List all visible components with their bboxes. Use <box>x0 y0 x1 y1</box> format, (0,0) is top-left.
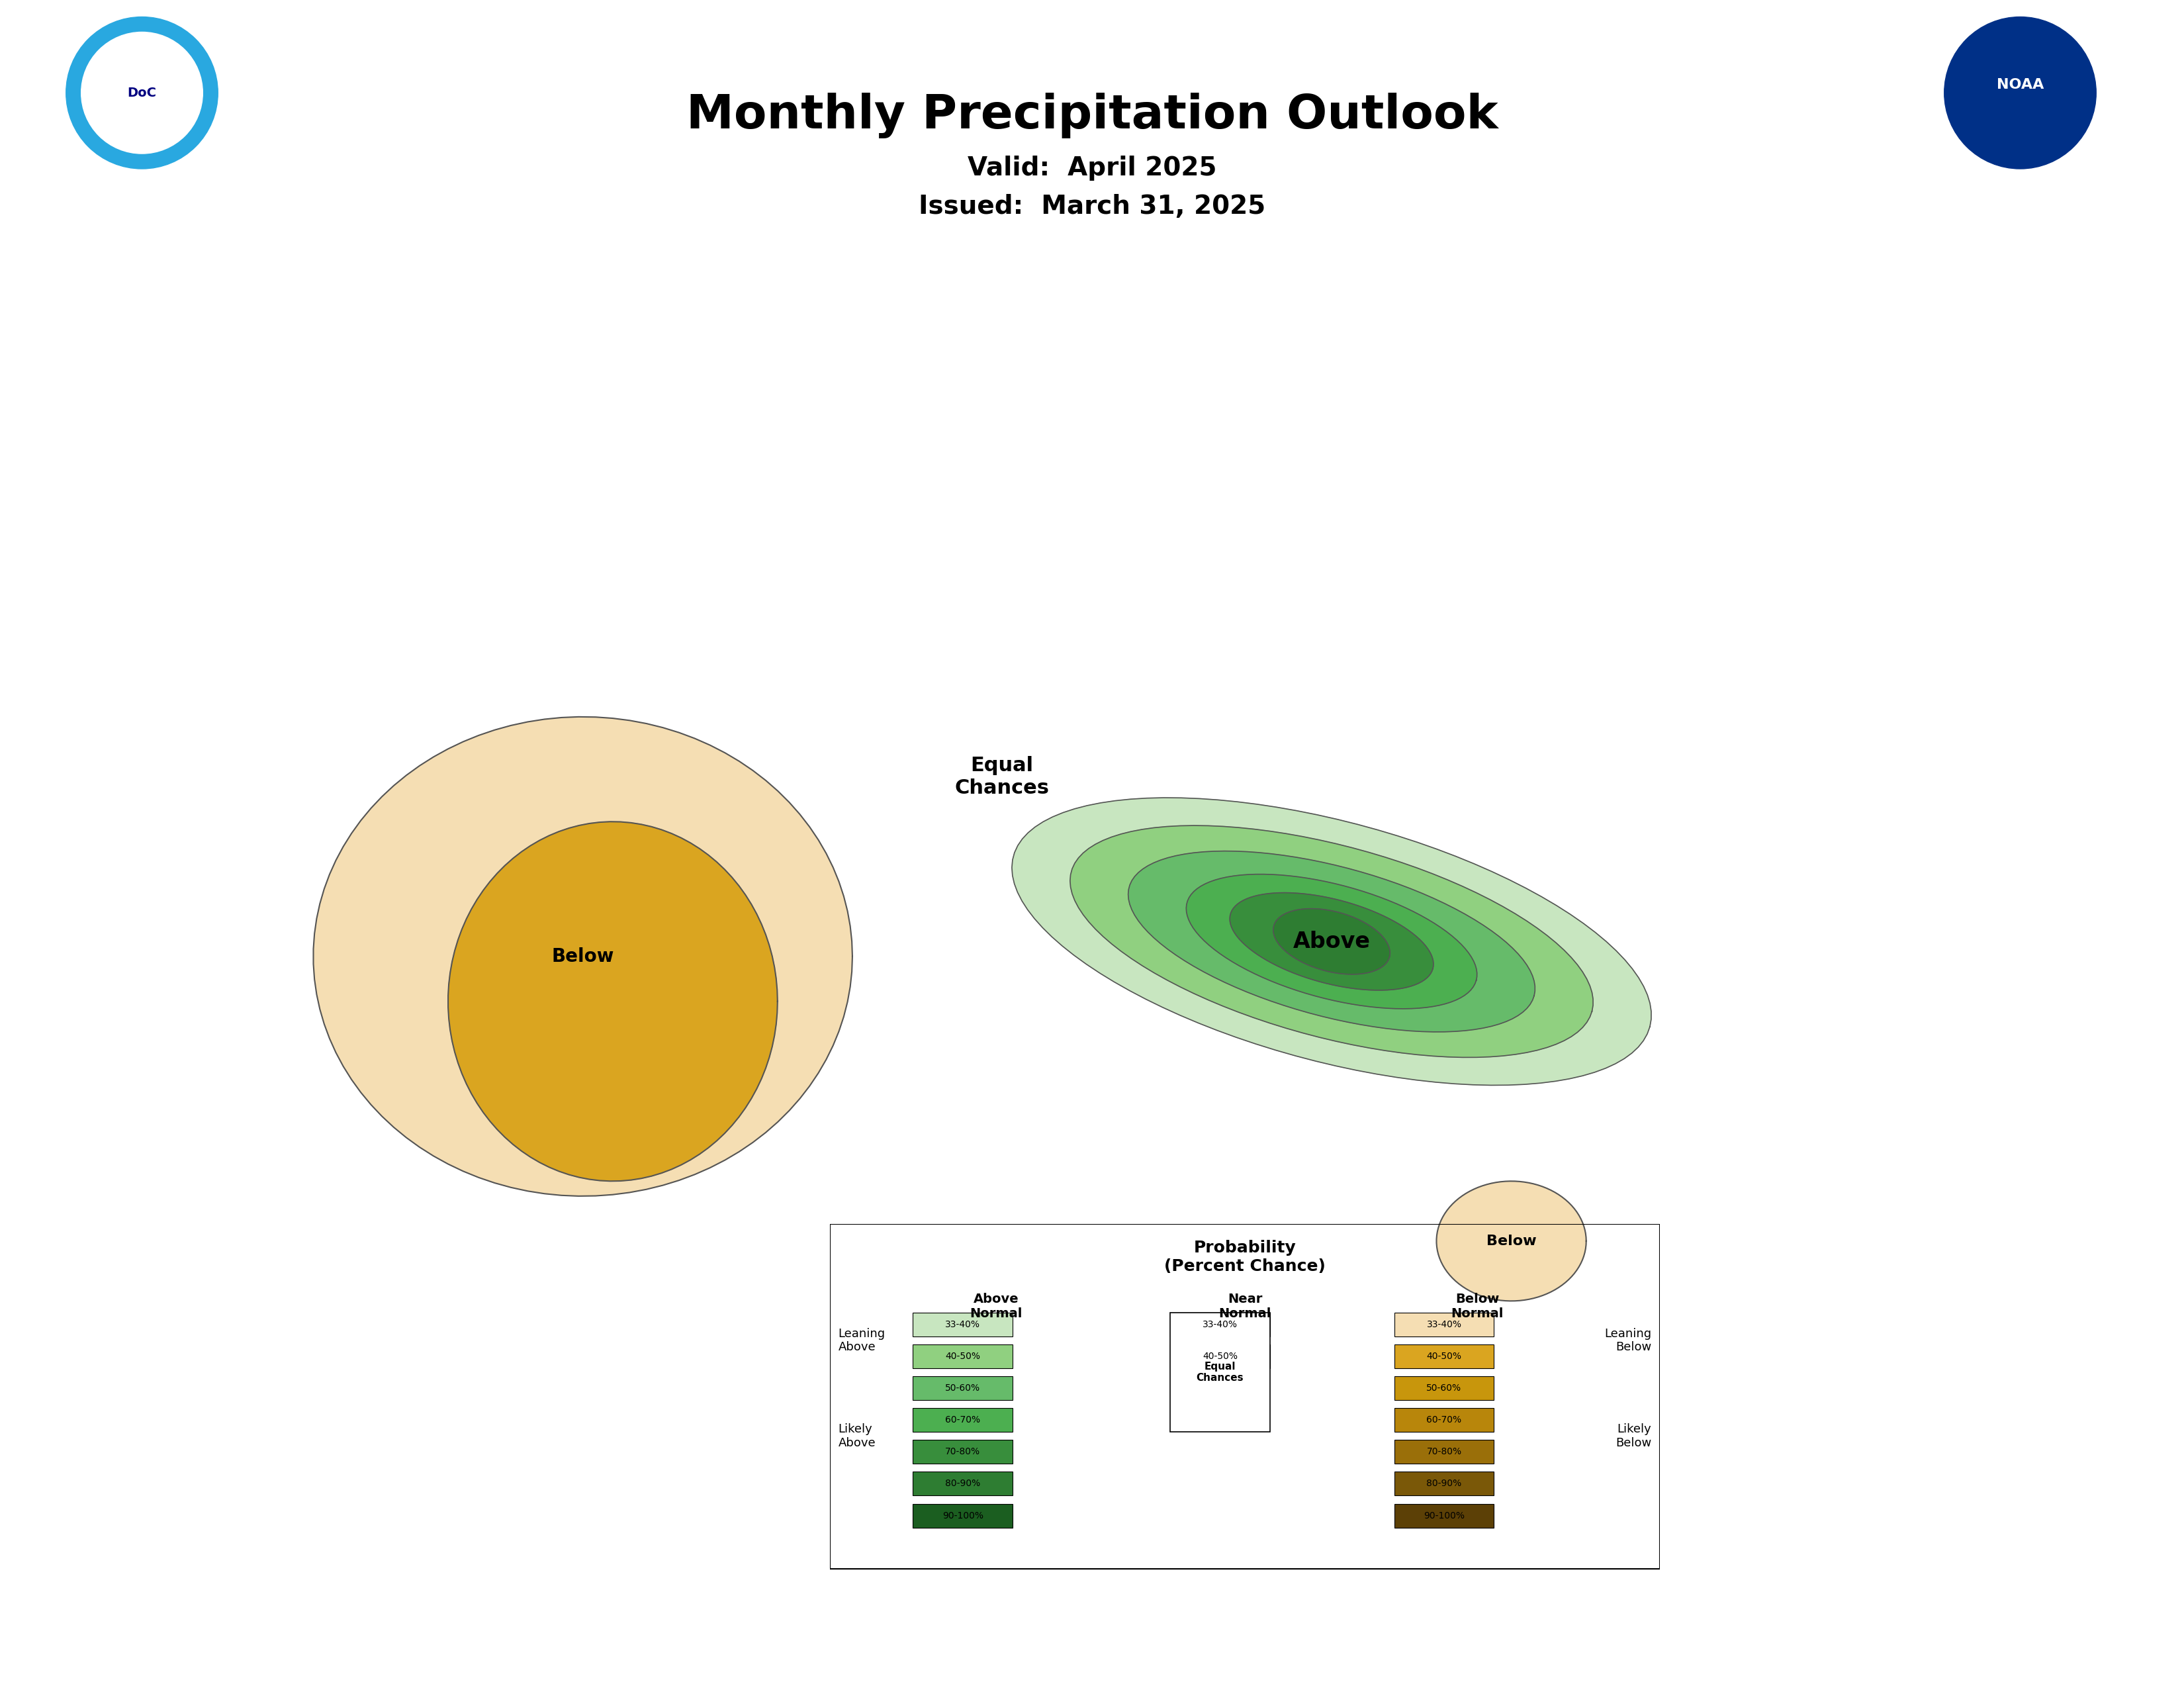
Text: Likely
Above: Likely Above <box>839 1423 876 1448</box>
Circle shape <box>66 17 218 169</box>
Text: Leaning
Above: Leaning Above <box>839 1328 885 1354</box>
Text: Probability
(Percent Chance): Probability (Percent Chance) <box>1164 1239 1326 1274</box>
Polygon shape <box>1011 798 1651 1085</box>
Polygon shape <box>1230 893 1433 991</box>
Text: Below: Below <box>1487 1234 1535 1247</box>
FancyBboxPatch shape <box>1393 1504 1494 1528</box>
Text: 80-90%: 80-90% <box>1426 1479 1461 1489</box>
FancyBboxPatch shape <box>913 1344 1013 1369</box>
Polygon shape <box>448 822 778 1182</box>
Polygon shape <box>1186 874 1476 1009</box>
Text: DoC: DoC <box>127 86 157 100</box>
Text: 33-40%: 33-40% <box>1203 1320 1238 1328</box>
FancyBboxPatch shape <box>913 1504 1013 1528</box>
FancyBboxPatch shape <box>1171 1313 1269 1337</box>
Circle shape <box>1944 17 2097 169</box>
FancyBboxPatch shape <box>913 1408 1013 1431</box>
Circle shape <box>81 32 203 154</box>
Text: Equal
Chances: Equal Chances <box>1197 1362 1243 1382</box>
FancyBboxPatch shape <box>1171 1344 1269 1369</box>
Text: 33-40%: 33-40% <box>946 1320 981 1328</box>
Text: Near
Normal: Near Normal <box>1219 1293 1271 1320</box>
Polygon shape <box>312 717 852 1197</box>
Text: Above
Normal: Above Normal <box>970 1293 1022 1320</box>
Text: Monthly Precipitation Outlook: Monthly Precipitation Outlook <box>686 93 1498 138</box>
Text: Leaning
Below: Leaning Below <box>1605 1328 1651 1354</box>
Polygon shape <box>1070 825 1592 1057</box>
FancyBboxPatch shape <box>913 1313 1013 1337</box>
Text: NOAA: NOAA <box>1996 78 2044 91</box>
Text: Below: Below <box>553 947 614 966</box>
Polygon shape <box>1437 1182 1586 1301</box>
FancyBboxPatch shape <box>1393 1440 1494 1463</box>
FancyBboxPatch shape <box>1393 1408 1494 1431</box>
Text: Valid:  April 2025: Valid: April 2025 <box>968 155 1216 181</box>
Text: 80-90%: 80-90% <box>946 1479 981 1489</box>
Text: 60-70%: 60-70% <box>1426 1416 1461 1425</box>
Text: 40-50%: 40-50% <box>1426 1352 1461 1361</box>
Text: 33-40%: 33-40% <box>1426 1320 1461 1328</box>
Text: 90-100%: 90-100% <box>941 1511 983 1521</box>
Text: 50-60%: 50-60% <box>1426 1384 1461 1393</box>
Text: 70-80%: 70-80% <box>946 1447 981 1457</box>
Text: 90-100%: 90-100% <box>1424 1511 1465 1521</box>
FancyBboxPatch shape <box>913 1440 1013 1463</box>
Text: Likely
Below: Likely Below <box>1616 1423 1651 1448</box>
FancyBboxPatch shape <box>1393 1313 1494 1337</box>
FancyBboxPatch shape <box>913 1376 1013 1401</box>
FancyBboxPatch shape <box>1393 1472 1494 1496</box>
Text: Equal
Chances: Equal Chances <box>954 756 1051 797</box>
Text: 40-50%: 40-50% <box>1203 1352 1238 1361</box>
FancyBboxPatch shape <box>1393 1376 1494 1401</box>
Text: Below
Normal: Below Normal <box>1450 1293 1503 1320</box>
Polygon shape <box>1273 908 1389 974</box>
Text: Issued:  March 31, 2025: Issued: March 31, 2025 <box>919 194 1265 219</box>
Text: 50-60%: 50-60% <box>946 1384 981 1393</box>
Polygon shape <box>1129 851 1535 1031</box>
Text: 70-80%: 70-80% <box>1426 1447 1461 1457</box>
Text: Above: Above <box>1293 930 1369 952</box>
FancyBboxPatch shape <box>913 1472 1013 1496</box>
Text: 60-70%: 60-70% <box>946 1416 981 1425</box>
FancyBboxPatch shape <box>1393 1344 1494 1369</box>
FancyBboxPatch shape <box>1171 1313 1269 1431</box>
Text: 40-50%: 40-50% <box>946 1352 981 1361</box>
